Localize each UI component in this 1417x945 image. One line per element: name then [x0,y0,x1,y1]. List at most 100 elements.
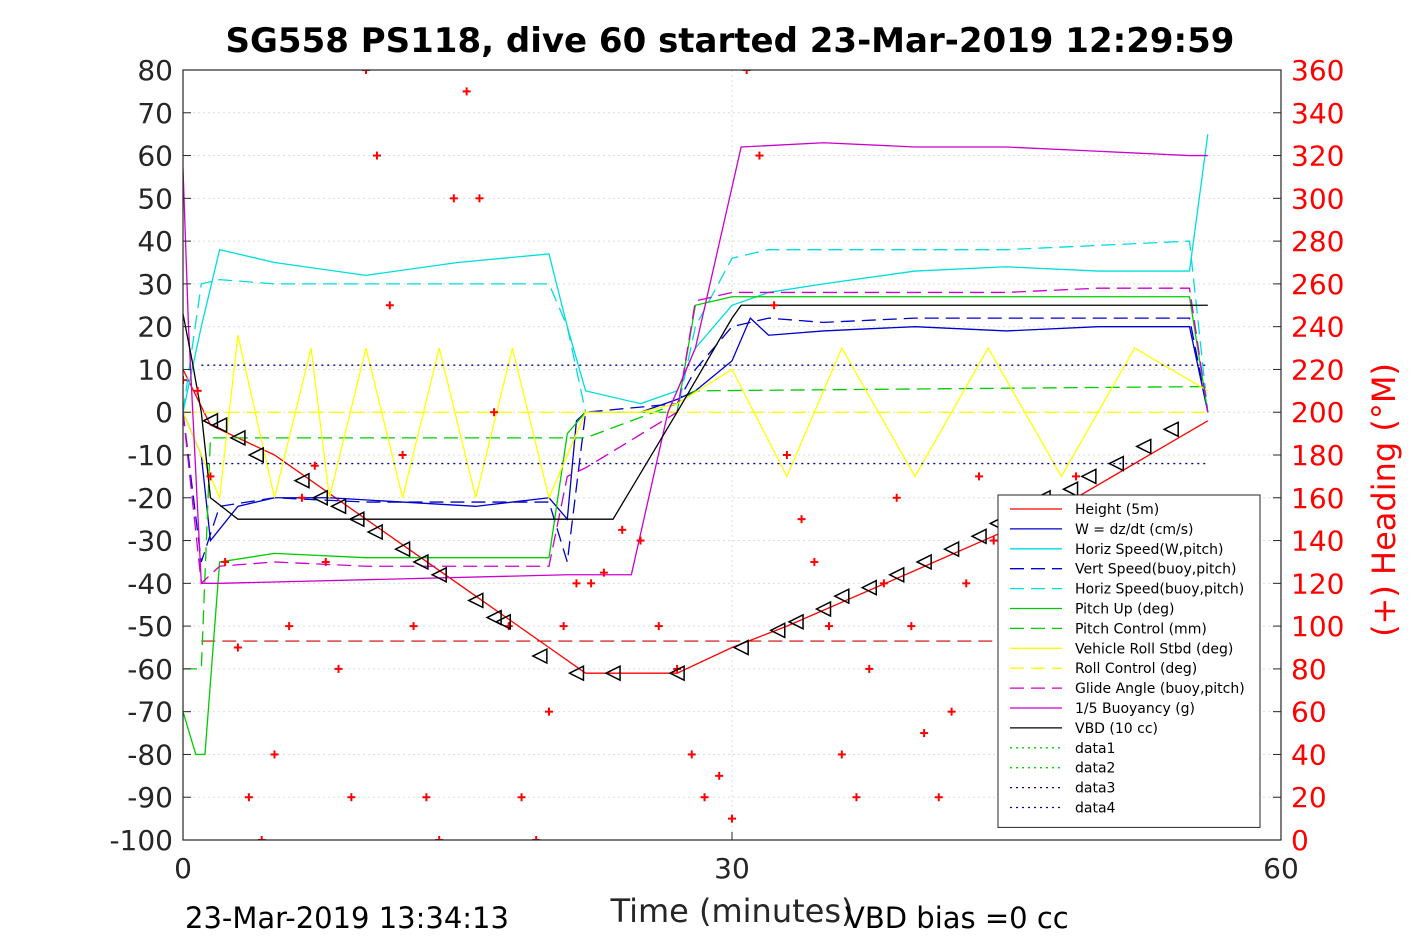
heading-point [654,622,663,631]
y-tick-label: 70 [137,97,173,130]
x-axis: 0 30 60 [174,832,1299,885]
heading-point [782,451,791,459]
y-tick-label: 10 [137,353,173,386]
glider-marker [531,647,548,665]
footer-vbd-bias: VBD bias =0 cc [845,901,1069,935]
legend-box [997,494,1261,828]
series-line-2 [183,134,1209,413]
heading-point [347,793,356,802]
y-tick-label: -90 [127,781,173,814]
legend-entry: Vehicle Roll Stbd (deg) [1075,641,1233,657]
y-right-tick-label: 280 [1291,225,1344,258]
y-right-tick-label: 0 [1291,824,1309,857]
heading-point [435,836,444,840]
glider-marker [293,472,310,489]
heading-point [742,70,751,74]
glider-marker [732,639,749,656]
heading-point [715,771,724,780]
chart-title: SG558 PS118, dive 60 started 23-Mar-2019… [226,21,1235,61]
glider-marker [329,498,347,515]
glider-marker [860,579,877,596]
y-right-tick-label: 320 [1291,140,1344,173]
glider-marker [247,446,264,464]
heading-point [907,622,916,631]
y-tick-label: 50 [137,182,173,215]
series-line-11 [183,304,1208,520]
heading-point [270,750,279,759]
y-right-tick-label: 40 [1291,738,1327,771]
y-axis-left: 80 70 60 50 40 30 20 10 0 -10 -20 -30 -40 -50 -60 -70 -8… [109,54,191,857]
heading-point [920,729,929,738]
heading-point [449,194,458,203]
legend-entry: data3 [1075,781,1115,797]
glider-marker [210,416,228,434]
heading-point [183,376,187,385]
glider-marker [1162,421,1179,438]
y-tick-label: 40 [137,225,173,258]
y-tick-label: -10 [127,439,173,472]
y-tick-label: 20 [137,311,173,344]
heading-point [362,70,370,74]
legend-entry: Height (5m) [1075,502,1159,518]
glider-marker [833,587,850,605]
heading-point [475,194,484,203]
y-right-tick-label: 240 [1291,311,1344,344]
glider-marker [970,528,987,545]
glider-marker [1061,481,1079,498]
heading-point [934,793,943,802]
heading-point [398,451,407,459]
legend-entry: Glide Angle (buoy,pitch) [1075,681,1245,697]
heading-point [545,707,553,716]
legend-entry: W = dz/dt (cm/s) [1075,522,1194,538]
heading-point [517,793,526,802]
y-right-tick-label: 120 [1291,567,1344,600]
heading-point [687,750,696,759]
heading-point [233,643,242,652]
heading-point [989,536,998,545]
y-right-tick-label: 100 [1291,610,1344,643]
heading-point [618,525,627,534]
glider-marker [888,566,905,583]
heading-point [962,579,971,588]
y-tick-label: -80 [127,738,173,771]
y-tick-label: 30 [137,268,173,301]
y-tick-label: -70 [127,696,173,729]
heading-point [385,301,394,310]
footer-timestamp: 23-Mar-2019 13:34:13 [185,901,509,935]
glider-marker [915,553,932,571]
heading-point [422,793,431,802]
y-right-tick-label: 300 [1291,182,1344,215]
heading-point [462,87,471,96]
heading-point [244,793,253,802]
glider-marker [942,540,960,558]
heading-point [599,568,608,577]
heading-point [409,622,418,631]
y-right-tick-label: 20 [1291,781,1327,814]
glider-marker [467,592,484,609]
glider-marker [494,613,511,631]
y-tick-label: 60 [137,140,173,173]
series-line-6 [183,385,1208,670]
legend-entry: Horiz Speed(buoy,pitch) [1075,582,1244,598]
heading-point [728,814,736,823]
glider-marker [668,664,685,682]
heading-point [837,750,846,759]
heading-point [1072,472,1081,481]
heading-point [770,301,779,310]
y-tick-label: -20 [127,482,173,515]
legend-entry: Pitch Control (mm) [1075,621,1207,637]
heading-point [947,707,956,716]
y-tick-label: 80 [137,54,173,87]
y-right-tick-label: 200 [1291,396,1344,429]
glider-marker [229,429,246,447]
heading-point [975,472,984,481]
legend: Height (5m) W = dz/dt (cm/s) Horiz Speed(W… [997,494,1261,828]
x-tick-label: 30 [714,852,750,885]
y-right-tick-label: 260 [1291,268,1344,301]
legend-entry: data1 [1075,741,1115,757]
heading-point [206,472,215,481]
glider-marker [814,600,832,618]
y-tick-label: -60 [127,653,173,686]
heading-point [700,793,709,802]
heading-point [810,557,819,566]
